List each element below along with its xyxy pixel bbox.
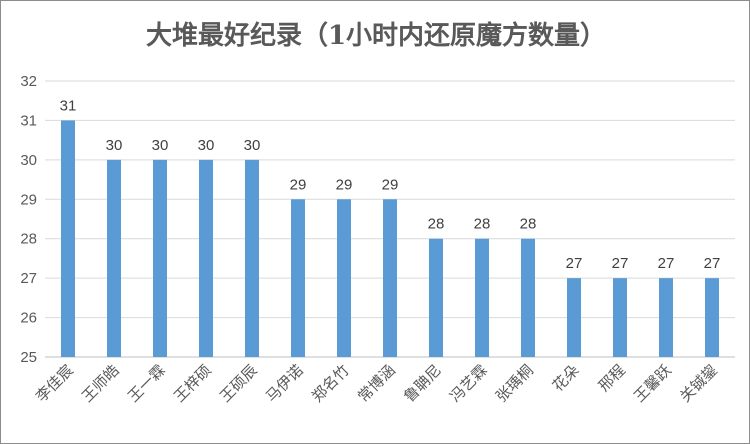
x-tick-label: 冯艺霖 (446, 361, 491, 406)
data-label: 30 (244, 137, 261, 154)
bar (383, 199, 397, 357)
x-tick-label: 王硕辰 (216, 361, 261, 406)
chart-title: 大堆最好纪录（1小时内还原魔方数量） (145, 21, 607, 51)
data-label: 29 (290, 176, 307, 193)
y-axis: 25 26 27 28 29 30 31 32 (20, 73, 37, 366)
x-tick-label: 花朵 (549, 361, 583, 395)
x-tick-label: 王师皓 (78, 361, 123, 406)
data-label: 27 (566, 255, 583, 272)
x-axis: 李佳宸 王师皓 王一霖 王梓硕 王硕辰 马伊诺 郑名竹 常博涵 鲁聃尼 冯艺霖 张瑀桐 花朵 邢程 王馨跃… (32, 361, 721, 406)
data-label: 28 (474, 216, 491, 233)
y-tick-label: 28 (20, 231, 37, 248)
data-label: 31 (60, 97, 77, 114)
y-tick-label: 27 (20, 270, 37, 287)
bar (521, 238, 535, 357)
bar (705, 278, 719, 357)
bar (199, 159, 213, 357)
bar (61, 120, 75, 357)
x-tick-label: 常博涵 (354, 361, 399, 406)
bar (153, 159, 167, 357)
bar (291, 199, 305, 357)
bars (61, 120, 719, 357)
x-tick-label: 李佳宸 (32, 361, 77, 406)
data-label: 30 (106, 137, 123, 154)
bar (429, 238, 443, 357)
x-tick-label: 张瑀桐 (492, 361, 537, 406)
x-tick-label: 郑名竹 (308, 361, 353, 406)
bar (475, 238, 489, 357)
x-tick-label: 王一霖 (124, 361, 169, 406)
y-tick-label: 26 (20, 310, 37, 327)
x-tick-label: 关铖鋆 (676, 361, 721, 406)
y-tick-label: 29 (20, 191, 37, 208)
x-tick-label: 王馨跃 (630, 361, 675, 406)
data-label: 28 (428, 216, 445, 233)
data-labels: 31 30 30 30 30 29 29 29 28 28 28 27 27 27 27 (60, 97, 721, 272)
y-tick-label: 31 (20, 112, 37, 129)
bar (567, 278, 581, 357)
data-label: 28 (520, 216, 537, 233)
x-tick-label: 王梓硕 (170, 361, 215, 406)
data-label: 27 (704, 255, 721, 272)
data-label: 29 (336, 176, 353, 193)
y-tick-label: 32 (20, 73, 37, 90)
data-label: 27 (612, 255, 629, 272)
x-tick-label: 马伊诺 (262, 361, 307, 406)
data-label: 27 (658, 255, 675, 272)
bar (337, 199, 351, 357)
y-tick-label: 30 (20, 152, 37, 169)
y-tick-label: 25 (20, 349, 37, 366)
bar (245, 159, 259, 357)
data-label: 29 (382, 176, 399, 193)
data-label: 30 (198, 137, 215, 154)
bar (107, 159, 121, 357)
data-label: 30 (152, 137, 169, 154)
bar (659, 278, 673, 357)
bar (613, 278, 627, 357)
x-tick-label: 邢程 (595, 361, 629, 395)
x-tick-label: 鲁聃尼 (400, 361, 445, 406)
